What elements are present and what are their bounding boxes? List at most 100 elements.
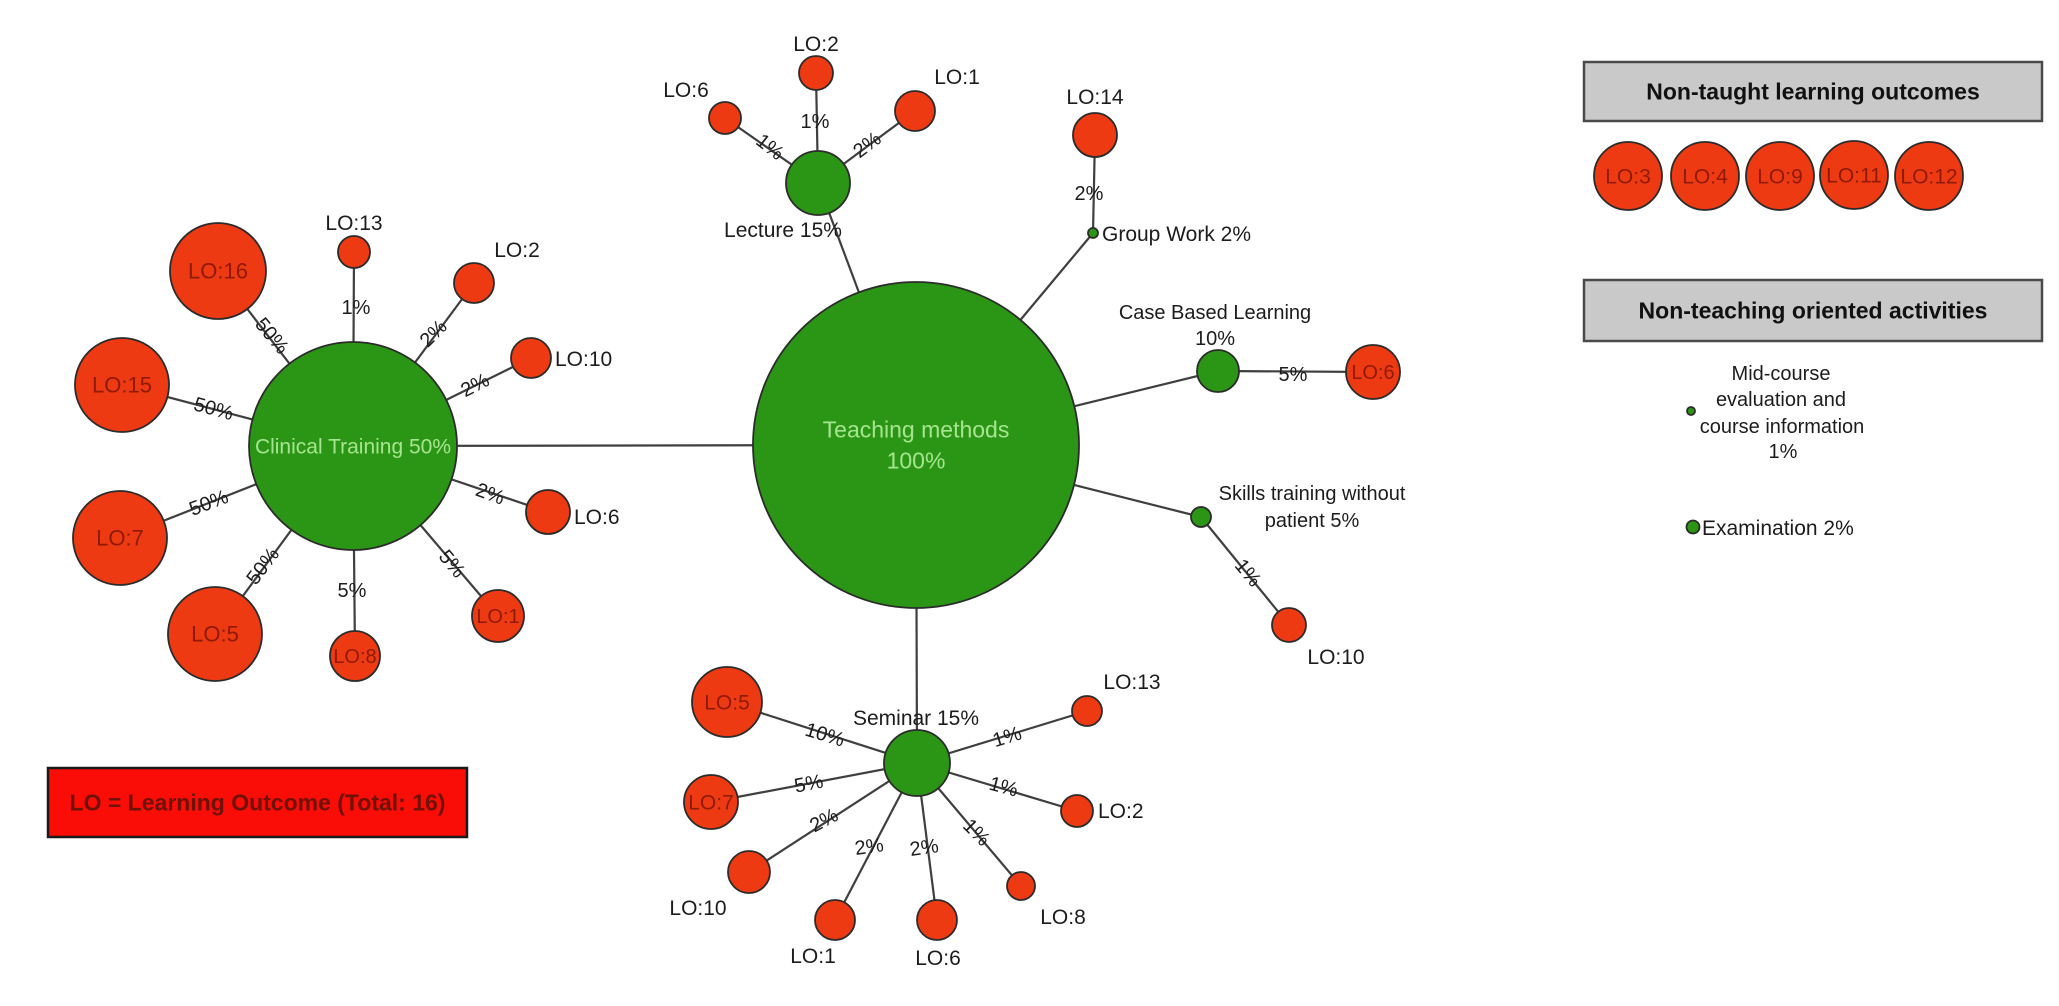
edge-label-seminar-sem-lo6: 2% — [908, 835, 940, 861]
node-label-nt-lo12: LO:12 — [1900, 165, 1957, 188]
label-sem-lo2: LO:2 — [1098, 800, 1144, 823]
label-sem-lo10: LO:10 — [669, 897, 726, 920]
edge-label-clinical-training-clin-lo7: 50% — [186, 486, 231, 521]
node-clin-lo6 — [525, 489, 571, 535]
edge-label-group-work-gw-lo14: 2% — [1075, 183, 1104, 205]
node-sem-lo8 — [1006, 871, 1036, 901]
label-clin-lo6: LO:6 — [574, 506, 620, 529]
node-clin-lo16 — [169, 222, 267, 320]
node-skills-training — [1190, 506, 1212, 528]
node-label-clin-lo1: LO:1 — [476, 606, 519, 628]
node-lect-lo2 — [798, 55, 834, 91]
label-group-work: Group Work 2% — [1102, 223, 1251, 246]
edge-label-seminar-sem-lo1: 2% — [853, 834, 885, 860]
label-skills-line2: patient 5% — [1265, 510, 1360, 532]
legend-box — [46, 766, 469, 839]
label-gw-lo14: LO:14 — [1066, 86, 1124, 109]
node-sem-lo6 — [916, 899, 958, 941]
examination-label: Examination 2% — [1702, 517, 1854, 540]
edge-label-seminar-sem-lo2: 1% — [987, 773, 1021, 802]
node-label-clin-lo5: LO:5 — [191, 622, 239, 647]
node-label-cbl-lo6: LO:6 — [1351, 362, 1394, 384]
edge-label-seminar-sem-lo13: 1% — [990, 722, 1024, 752]
node-label-nt-lo4: LO:4 — [1682, 165, 1728, 188]
node-clin-lo15 — [74, 337, 170, 433]
midcourse-line-1: Mid-course — [1732, 363, 1831, 385]
node-label-nt-lo3: LO:3 — [1605, 165, 1651, 188]
node-cbl-lo6 — [1345, 344, 1401, 400]
node-case-based-learning — [1196, 349, 1240, 393]
panel-header-non-taught-learning-outcomes — [1582, 60, 2044, 123]
edge-label-lecture-lect-lo6: 1% — [752, 130, 788, 165]
edge-label-seminar-sem-lo5: 10% — [802, 719, 847, 752]
node-label-teaching-methods: 100% — [887, 448, 946, 474]
node-clin-lo5 — [167, 586, 263, 682]
midcourse-line-3: course information — [1700, 416, 1865, 438]
node-label-teaching-methods: Teaching methods — [823, 417, 1010, 443]
edge-label-lecture-lect-lo2: 1% — [801, 111, 830, 133]
label-lect-lo1: LO:1 — [934, 66, 980, 89]
edge-label-clinical-training-clin-lo6: 2% — [473, 479, 508, 510]
edge-label-clinical-training-clin-lo10: 2% — [457, 369, 493, 402]
panel-title-non-taught-learning-outcomes: Non-taught learning outcomes — [1646, 79, 1980, 105]
label-lecture: Lecture 15% — [724, 219, 842, 242]
label-sem-lo8: LO:8 — [1040, 906, 1086, 929]
label-sem-lo6: LO:6 — [915, 947, 961, 970]
node-sem-lo10 — [727, 850, 771, 894]
node-label-clinical-training: Clinical Training 50% — [255, 435, 451, 458]
panel-header-non-teaching-oriented-activities — [1582, 278, 2044, 343]
node-examination-dot — [1685, 519, 1701, 535]
node-skills-lo10 — [1271, 607, 1307, 643]
panel-title-non-teaching-oriented-activities: Non-teaching oriented activities — [1639, 298, 1988, 324]
node-lect-lo6 — [708, 101, 742, 135]
node-label-clin-lo15: LO:15 — [92, 373, 152, 398]
legend-label: LO = Learning Outcome (Total: 16) — [70, 790, 446, 816]
node-clin-lo10 — [510, 337, 552, 379]
edge-skills-training-skills-lo10 — [1200, 516, 1290, 626]
node-lect-lo1 — [894, 90, 936, 132]
node-sem-lo2 — [1060, 794, 1094, 828]
edge-label-clinical-training-clin-lo5: 50% — [242, 544, 284, 589]
midcourse-line-4: 1% — [1769, 441, 1798, 463]
label-skills-line1: Skills training without — [1219, 483, 1406, 505]
node-nt-lo12 — [1894, 141, 1964, 211]
node-nt-lo9 — [1745, 141, 1815, 211]
node-label-nt-lo11: LO:11 — [1826, 164, 1882, 187]
label-clin-lo13: LO:13 — [325, 212, 382, 235]
edge-seminar-sem-lo7 — [710, 761, 918, 804]
label-lect-lo6: LO:6 — [663, 79, 709, 102]
node-nt-lo4 — [1670, 141, 1740, 211]
node-clin-lo7 — [72, 490, 168, 586]
edge-label-clinical-training-clin-lo8: 5% — [338, 580, 367, 602]
node-sem-lo1 — [814, 899, 856, 941]
label-skills-lo10: LO:10 — [1307, 646, 1364, 669]
node-nt-lo3 — [1593, 141, 1663, 211]
node-sem-lo7 — [683, 774, 739, 830]
node-clin-lo13 — [337, 235, 371, 269]
label-case-based-line2: 10% — [1195, 328, 1235, 350]
node-sem-lo13 — [1071, 695, 1103, 727]
node-group-work — [1087, 227, 1099, 239]
label-clin-lo2: LO:2 — [494, 239, 540, 262]
edge-label-case-based-learning-cbl-lo6: 5% — [1279, 364, 1308, 386]
edge-label-clinical-training-clin-lo15: 50% — [191, 393, 236, 425]
node-midcourse-dot — [1686, 406, 1696, 416]
node-label-clin-lo7: LO:7 — [96, 526, 144, 551]
node-clinical-training — [248, 341, 458, 551]
node-lecture — [785, 150, 851, 216]
label-lect-lo2: LO:2 — [793, 33, 839, 56]
node-clin-lo8 — [329, 630, 381, 682]
node-clin-lo1 — [471, 589, 525, 643]
edge-label-lecture-lect-lo1: 2% — [849, 128, 885, 163]
node-label-clin-lo16: LO:16 — [188, 259, 248, 284]
edge-label-seminar-sem-lo8: 1% — [958, 815, 994, 851]
label-clin-lo10: LO:10 — [555, 348, 612, 371]
label-sem-lo13: LO:13 — [1103, 671, 1160, 694]
node-label-sem-lo7: LO:7 — [688, 791, 734, 814]
midcourse-line-2: evaluation and — [1716, 389, 1846, 411]
node-clin-lo2 — [453, 262, 495, 304]
node-seminar — [883, 729, 951, 797]
node-gw-lo14 — [1072, 112, 1118, 158]
